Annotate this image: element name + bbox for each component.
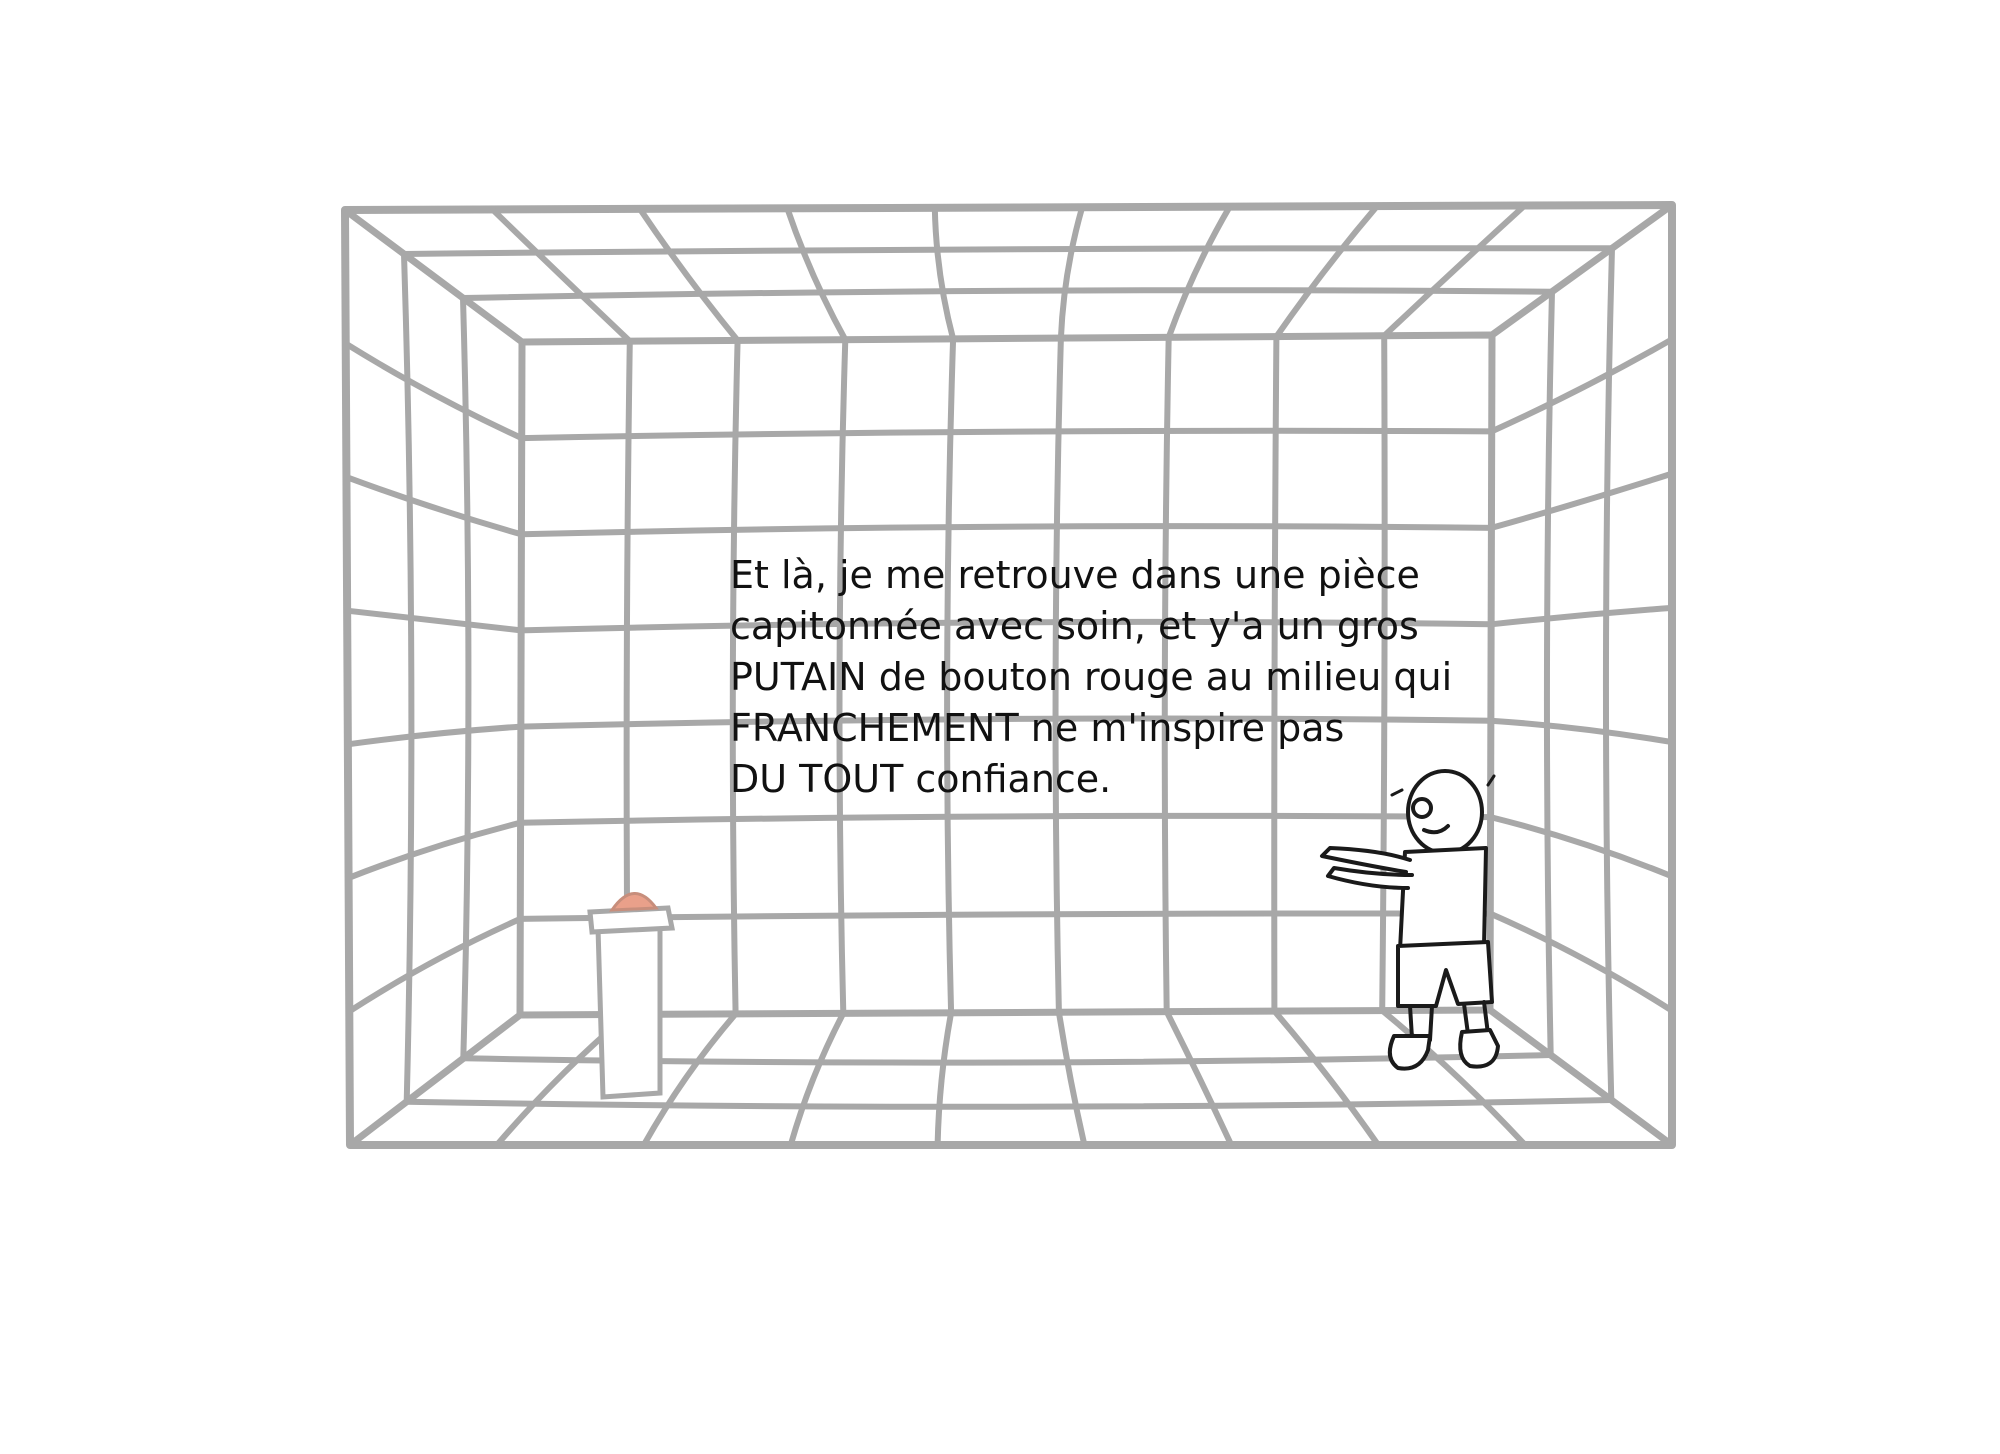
padding-seam [1163,1008,1235,1148]
padding-seam [1488,336,1675,435]
padding-seam [345,819,524,881]
padding-seam [1602,245,1615,1103]
padding-seam [517,812,1494,826]
padding-seam [934,1009,955,1148]
padding-seam [346,1011,524,1149]
padding-seam [346,915,524,1015]
caption-line: Et là, je me retrouve dans une pièce [730,553,1420,597]
padding-seam [1543,288,1555,1058]
caption-line: DU TOUT confiance. [730,757,1112,801]
padding-seam [1488,470,1675,531]
red-button-icon[interactable] [609,892,659,912]
padding-seam [518,427,1495,442]
padding-seam [460,295,472,1062]
padding-seam [1271,1008,1382,1148]
padding-seam [1487,910,1675,1014]
stick-figure-icon [1320,769,1500,1071]
narration-caption: Et là, je me retrouve dans une pièce cap… [730,550,1590,805]
padding-seam [517,715,1494,730]
padding-seam [1487,717,1675,746]
padding-seam [343,474,525,538]
padding-seam [344,607,525,634]
padding-seam [931,204,957,342]
padded-room-walls [341,201,1676,1149]
padding-seam [401,251,415,1105]
padding-seam [640,1010,739,1148]
padding-seam [518,523,1495,538]
padding-seam [784,205,849,343]
padding-seam [1488,201,1676,339]
caption-line: PUTAIN de bouton rouge au milieu qui [730,655,1453,699]
padding-seam [403,1097,1615,1110]
padding-seam [1055,1009,1088,1148]
padding-seam [460,287,1555,301]
padding-seam [1165,203,1233,341]
padding-seam [344,723,524,748]
padding-seam [1487,814,1675,880]
padding-seam [342,340,525,442]
padding-seam [489,206,633,345]
padding-seam [787,1010,847,1148]
padding-seam [1381,202,1528,339]
padding-seam [1273,203,1381,340]
padding-seam [1057,204,1086,342]
padding-seam [636,205,741,344]
padding-seam [341,206,526,346]
padding-seam [518,618,1495,634]
padding-seam [1486,1006,1676,1149]
padding-seam [1488,604,1675,628]
pedestal [587,892,676,1100]
padding-seam [401,245,1615,257]
caption-line: capitonnée avec soin, et y'a un gros [730,604,1419,648]
caption-line: FRANCHEMENT ne m'inspire pas [730,706,1345,750]
padding-seam [1379,1007,1529,1148]
